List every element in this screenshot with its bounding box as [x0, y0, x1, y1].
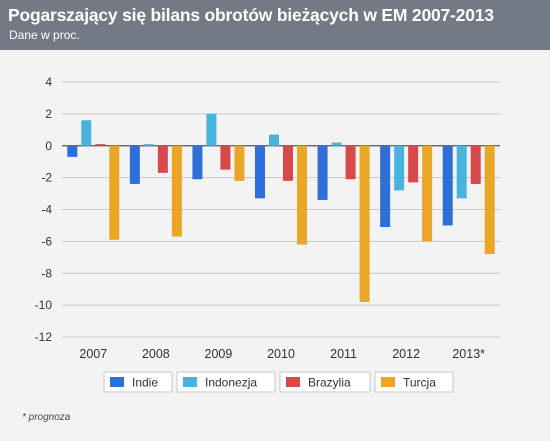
y-tick-label: -8	[41, 266, 52, 280]
bar	[171, 145, 182, 237]
y-tick-label: -10	[35, 298, 53, 312]
bar	[470, 145, 481, 184]
legend-label: Brazylia	[308, 376, 351, 390]
bar	[456, 145, 467, 199]
bar	[220, 145, 231, 170]
legend-swatch	[381, 377, 395, 387]
x-tick-label: 2007	[79, 347, 107, 361]
bar	[95, 144, 106, 146]
chart-header: Pogarszający się bilans obrotów bieżącyc…	[0, 0, 550, 50]
chart-subtitle: Dane w proc.	[9, 28, 80, 42]
bar	[129, 145, 140, 184]
bar	[345, 145, 356, 180]
bar	[143, 144, 154, 146]
legend-item	[176, 371, 276, 393]
bar	[269, 134, 279, 146]
legend-swatch	[183, 377, 197, 387]
bar	[359, 145, 370, 302]
bar	[331, 142, 342, 146]
legend-label: Turcja	[403, 376, 436, 390]
x-tick-label: 2012	[392, 347, 420, 361]
y-tick-label: -2	[41, 171, 52, 185]
bar	[380, 145, 391, 228]
legend-swatch	[110, 377, 124, 387]
x-tick-label: 2010	[267, 347, 295, 361]
y-tick-label: -6	[41, 234, 52, 248]
legend-label: Indonezja	[205, 376, 257, 390]
bar	[484, 145, 495, 255]
chart-title: Pogarszający się bilans obrotów bieżącyc…	[8, 5, 494, 25]
x-tick-label: 2009	[205, 347, 233, 361]
bar	[408, 145, 419, 183]
y-tick-label: -12	[35, 330, 53, 344]
bar	[283, 145, 293, 181]
bar	[255, 145, 265, 199]
bar	[317, 145, 328, 200]
bar	[157, 145, 168, 173]
bar	[81, 120, 92, 146]
y-tick-label: 4	[45, 75, 52, 89]
bar	[442, 145, 453, 226]
footnote: * prognoza	[22, 412, 71, 423]
bar	[192, 145, 203, 180]
bar	[422, 145, 433, 242]
legend-label: Indie	[132, 376, 158, 390]
x-tick-label: 2011	[330, 347, 357, 361]
y-tick-label: 0	[45, 139, 52, 153]
legend-swatch	[286, 377, 300, 387]
y-tick-label: -4	[41, 203, 52, 217]
legend-item	[279, 371, 371, 393]
bar	[109, 145, 120, 240]
bar	[394, 145, 405, 191]
y-tick-label: 2	[45, 107, 52, 121]
x-tick-label: 2013*	[452, 347, 485, 361]
bar	[67, 145, 78, 157]
bar	[206, 113, 217, 146]
x-tick-label: 2008	[142, 347, 170, 361]
bar	[297, 145, 307, 245]
bar	[234, 145, 245, 181]
